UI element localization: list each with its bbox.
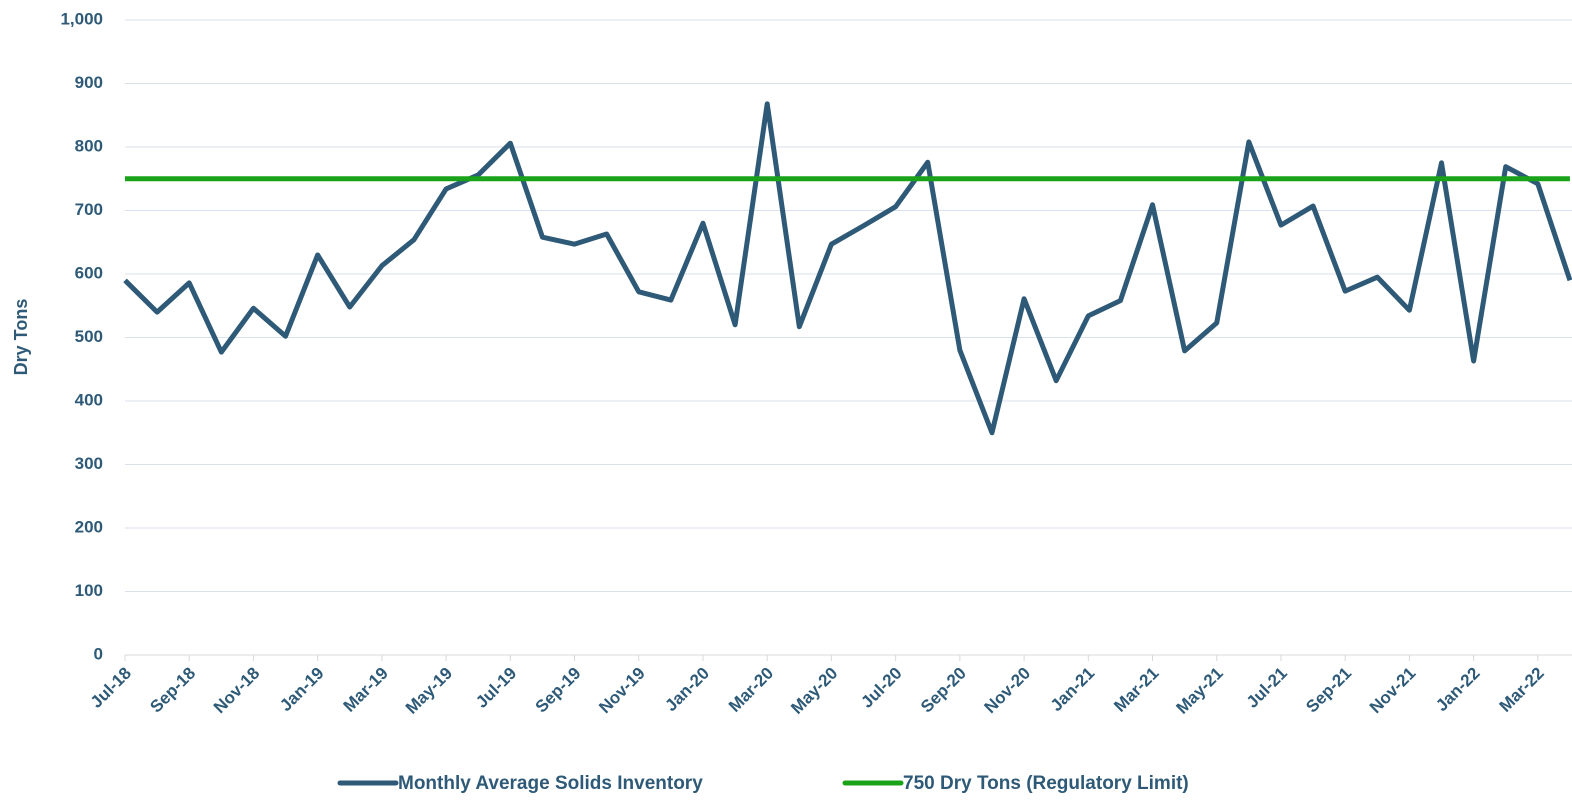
- x-tick-label: Nov-20: [981, 664, 1035, 718]
- y-tick-label: 900: [75, 73, 103, 92]
- x-tick-label: Jan-21: [1047, 664, 1099, 716]
- x-tick-label: Mar-22: [1496, 664, 1548, 716]
- y-tick-label: 500: [75, 327, 103, 346]
- x-tick-label: Nov-21: [1366, 664, 1420, 718]
- x-tick-label: Jan-20: [661, 664, 713, 716]
- x-tick-label: Jul-21: [1243, 664, 1291, 712]
- y-tick-label: 200: [75, 517, 103, 536]
- x-tick-label: Sep-18: [146, 664, 199, 717]
- y-tick-label: 400: [75, 390, 103, 409]
- y-tick-label: 700: [75, 200, 103, 219]
- x-tick-label: Nov-19: [595, 664, 649, 718]
- x-tick-label: Jul-19: [472, 664, 520, 712]
- x-tick-label: Nov-18: [210, 664, 264, 718]
- legend-label: Monthly Average Solids Inventory: [398, 773, 703, 794]
- y-tick-label: 100: [75, 581, 103, 600]
- y-tick-label: 0: [94, 644, 103, 663]
- y-tick-label: 300: [75, 454, 103, 473]
- x-tick-label: May-20: [787, 664, 841, 718]
- y-tick-label: 1,000: [60, 9, 103, 28]
- y-tick-label: 600: [75, 263, 103, 282]
- legend-label: 750 Dry Tons (Regulatory Limit): [903, 773, 1189, 794]
- x-tick-label: Sep-19: [532, 664, 585, 717]
- x-tick-label: Jan-19: [276, 664, 328, 716]
- x-tick-label: Jan-22: [1432, 664, 1484, 716]
- y-axis-title: Dry Tons: [11, 299, 31, 376]
- x-tick-label: Jul-18: [87, 664, 135, 712]
- x-tick-label: Jul-20: [857, 664, 905, 712]
- x-tick-label: Sep-20: [917, 664, 970, 717]
- x-tick-label: Mar-19: [340, 664, 392, 716]
- y-tick-label: 800: [75, 136, 103, 155]
- x-tick-label: Mar-20: [725, 664, 777, 716]
- x-tick-label: May-21: [1173, 664, 1227, 718]
- x-tick-label: May-19: [402, 664, 456, 718]
- x-tick-label: Mar-21: [1110, 664, 1162, 716]
- series-line: [123, 101, 1572, 436]
- x-tick-label: Sep-21: [1302, 664, 1355, 717]
